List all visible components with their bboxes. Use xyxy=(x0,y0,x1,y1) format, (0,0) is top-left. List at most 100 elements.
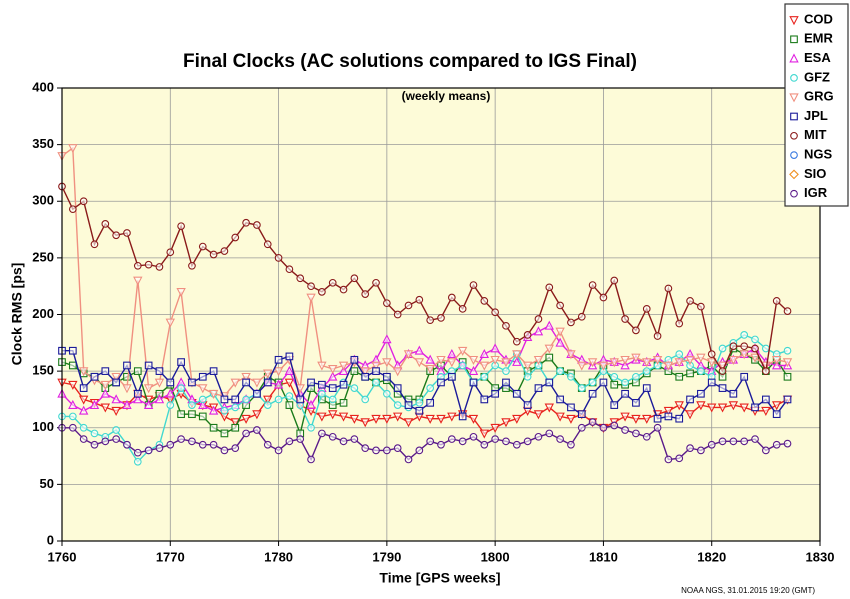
data-point xyxy=(392,412,403,422)
data-point xyxy=(588,418,597,426)
data-point xyxy=(468,355,479,365)
data-point xyxy=(566,414,576,424)
data-point xyxy=(296,435,305,443)
data-point xyxy=(404,301,413,310)
data-point xyxy=(242,218,250,227)
data-point xyxy=(587,358,598,368)
data-point xyxy=(491,308,499,317)
data-point xyxy=(533,355,544,365)
data-point xyxy=(307,282,315,291)
y-tick-label: 300 xyxy=(32,193,54,208)
data-point xyxy=(610,401,619,409)
legend-label: COD xyxy=(804,11,833,26)
data-point xyxy=(739,350,749,360)
data-point xyxy=(457,346,468,356)
data-point xyxy=(393,444,402,452)
data-point xyxy=(68,399,78,409)
data-point xyxy=(469,281,478,289)
data-point xyxy=(253,221,261,229)
data-point xyxy=(567,372,575,381)
data-point xyxy=(707,440,716,449)
data-point xyxy=(588,378,597,387)
data-point xyxy=(112,435,120,443)
data-point xyxy=(415,295,424,304)
legend-marker xyxy=(789,53,799,63)
x-tick-label: 1800 xyxy=(481,549,510,564)
data-point xyxy=(610,276,619,285)
data-point xyxy=(447,412,457,422)
subtitle: (weekly means) xyxy=(402,89,491,103)
data-point xyxy=(458,304,467,313)
data-point xyxy=(231,423,240,432)
data-point xyxy=(740,372,749,381)
data-point xyxy=(675,372,684,381)
data-point xyxy=(274,254,283,262)
data-point xyxy=(241,372,251,382)
data-point xyxy=(631,353,641,363)
data-point xyxy=(653,423,662,432)
data-point xyxy=(231,444,240,452)
data-point xyxy=(751,344,759,353)
y-tick-label: 0 xyxy=(47,532,54,547)
data-point xyxy=(545,353,554,362)
data-point xyxy=(208,389,219,399)
data-point xyxy=(697,446,705,455)
data-point xyxy=(512,356,522,366)
data-point xyxy=(68,205,77,214)
data-point xyxy=(68,423,77,432)
data-point xyxy=(642,384,651,392)
data-point xyxy=(642,432,651,441)
data-point xyxy=(361,290,370,298)
data-point xyxy=(674,401,684,411)
data-point xyxy=(296,395,305,404)
data-point xyxy=(68,144,78,154)
data-point xyxy=(166,401,175,409)
data-point xyxy=(664,455,673,464)
data-point xyxy=(556,301,564,310)
data-point xyxy=(383,372,391,381)
data-point xyxy=(295,384,305,394)
data-point xyxy=(318,389,326,398)
data-point xyxy=(762,367,770,375)
data-point xyxy=(144,446,153,455)
legend-label: GRG xyxy=(804,89,834,104)
data-point xyxy=(631,414,641,424)
data-point xyxy=(144,361,153,370)
data-point xyxy=(632,398,640,407)
data-point xyxy=(458,437,467,446)
data-point xyxy=(188,261,196,270)
data-point xyxy=(783,372,792,381)
data-point xyxy=(621,315,629,323)
data-point xyxy=(653,414,662,423)
data-point xyxy=(718,367,727,375)
data-point xyxy=(252,410,262,420)
data-point xyxy=(437,378,445,387)
data-point xyxy=(90,429,99,438)
data-point xyxy=(68,346,77,355)
data-point xyxy=(490,355,500,365)
data-point xyxy=(610,380,619,389)
data-point xyxy=(556,395,564,404)
data-point xyxy=(674,358,684,368)
data-point xyxy=(436,414,446,424)
data-point xyxy=(675,319,684,328)
data-point xyxy=(68,361,77,370)
data-point xyxy=(177,435,185,443)
y-tick-label: 100 xyxy=(32,419,54,434)
x-axis-label: Time [GPS weeks] xyxy=(379,570,500,586)
data-point xyxy=(567,318,575,327)
data-point xyxy=(697,367,705,375)
data-point xyxy=(772,297,781,305)
data-point xyxy=(165,318,175,328)
data-point xyxy=(361,395,370,404)
data-point xyxy=(220,247,229,255)
data-point xyxy=(621,389,629,398)
data-point xyxy=(166,440,175,449)
data-point xyxy=(165,388,175,398)
data-point xyxy=(523,331,532,339)
data-point xyxy=(707,403,717,413)
x-tick-label: 1830 xyxy=(806,549,835,564)
data-point xyxy=(533,410,544,420)
data-point xyxy=(220,446,229,455)
data-point xyxy=(458,361,467,370)
